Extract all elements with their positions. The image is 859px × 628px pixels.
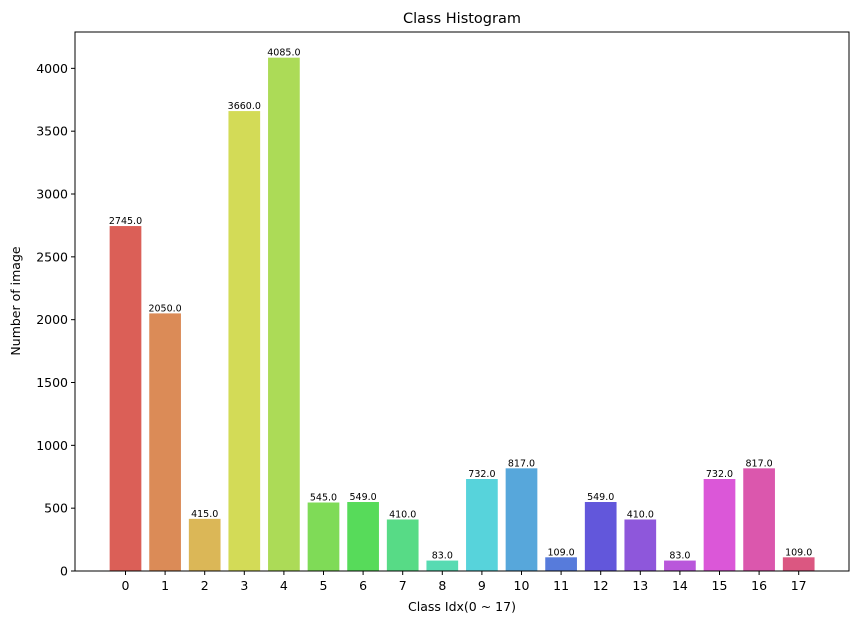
bar-value-label: 732.0 (468, 469, 495, 480)
x-tick-label: 4 (280, 578, 288, 593)
bar-13 (624, 519, 657, 571)
x-tick-label: 6 (359, 578, 367, 593)
x-tick-label: 13 (632, 578, 648, 593)
bar-7 (386, 519, 419, 571)
bar-value-label: 817.0 (508, 458, 535, 469)
x-tick-label: 17 (791, 578, 807, 593)
bar-6 (347, 502, 379, 571)
bar-value-label: 817.0 (745, 458, 772, 469)
bar-0 (109, 226, 142, 571)
bar-16 (743, 468, 775, 571)
bar-value-label: 549.0 (349, 492, 376, 503)
y-tick-label: 2000 (36, 312, 68, 327)
bar-value-label: 3660.0 (228, 101, 261, 112)
bar-5 (307, 502, 340, 571)
x-tick-label: 8 (438, 578, 446, 593)
y-tick-label: 2500 (36, 249, 68, 264)
x-tick-label: 10 (514, 578, 530, 593)
bar-value-label: 83.0 (432, 551, 453, 562)
chart-title: Class Histogram (403, 11, 521, 27)
x-tick-label: 1 (161, 578, 169, 593)
bar-10 (505, 468, 538, 571)
bar-4 (268, 57, 300, 572)
y-tick-label: 0 (60, 564, 68, 579)
bar-3 (228, 111, 261, 571)
bar-value-label: 83.0 (669, 551, 690, 562)
bar-9 (466, 479, 498, 571)
y-axis-label: Number of image (8, 246, 23, 355)
x-tick-label: 11 (553, 578, 569, 593)
bar-value-label: 415.0 (191, 509, 218, 520)
bar-14 (664, 560, 696, 571)
bar-value-label: 549.0 (587, 492, 614, 503)
x-tick-label: 7 (399, 578, 407, 593)
x-tick-label: 3 (240, 578, 248, 593)
bar-value-label: 2050.0 (148, 303, 181, 314)
bar-value-label: 4085.0 (267, 48, 300, 59)
y-tick-label: 500 (44, 501, 68, 516)
x-tick-label: 5 (320, 578, 328, 593)
x-tick-label: 15 (712, 578, 728, 593)
bar-value-label: 545.0 (310, 493, 337, 504)
bar-17 (782, 557, 815, 571)
bar-1 (149, 313, 181, 571)
x-axis-label: Class Idx(0 ~ 17) (408, 599, 516, 614)
x-tick-label: 16 (751, 578, 767, 593)
bar-value-label: 410.0 (627, 509, 654, 520)
bar-11 (545, 557, 577, 571)
bar-8 (426, 560, 459, 571)
y-tick-label: 3000 (36, 187, 68, 202)
plot-frame (74, 31, 850, 572)
bar-value-label: 109.0 (547, 547, 574, 558)
y-tick-label: 3500 (36, 124, 68, 139)
y-tick-label: 1500 (36, 375, 68, 390)
bar-12 (584, 502, 617, 571)
bar-value-label: 732.0 (706, 469, 733, 480)
x-tick-label: 2 (201, 578, 209, 593)
y-tick-label: 4000 (36, 61, 68, 76)
bar-value-label: 109.0 (785, 547, 812, 558)
x-tick-label: 9 (478, 578, 486, 593)
x-tick-label: 14 (672, 578, 688, 593)
bar-15 (703, 479, 736, 571)
bar-2 (188, 518, 221, 571)
bar-value-label: 2745.0 (109, 216, 142, 227)
bar-value-label: 410.0 (389, 509, 416, 520)
x-tick-label: 0 (122, 578, 130, 593)
x-tick-label: 12 (593, 578, 609, 593)
y-tick-label: 1000 (36, 438, 68, 453)
